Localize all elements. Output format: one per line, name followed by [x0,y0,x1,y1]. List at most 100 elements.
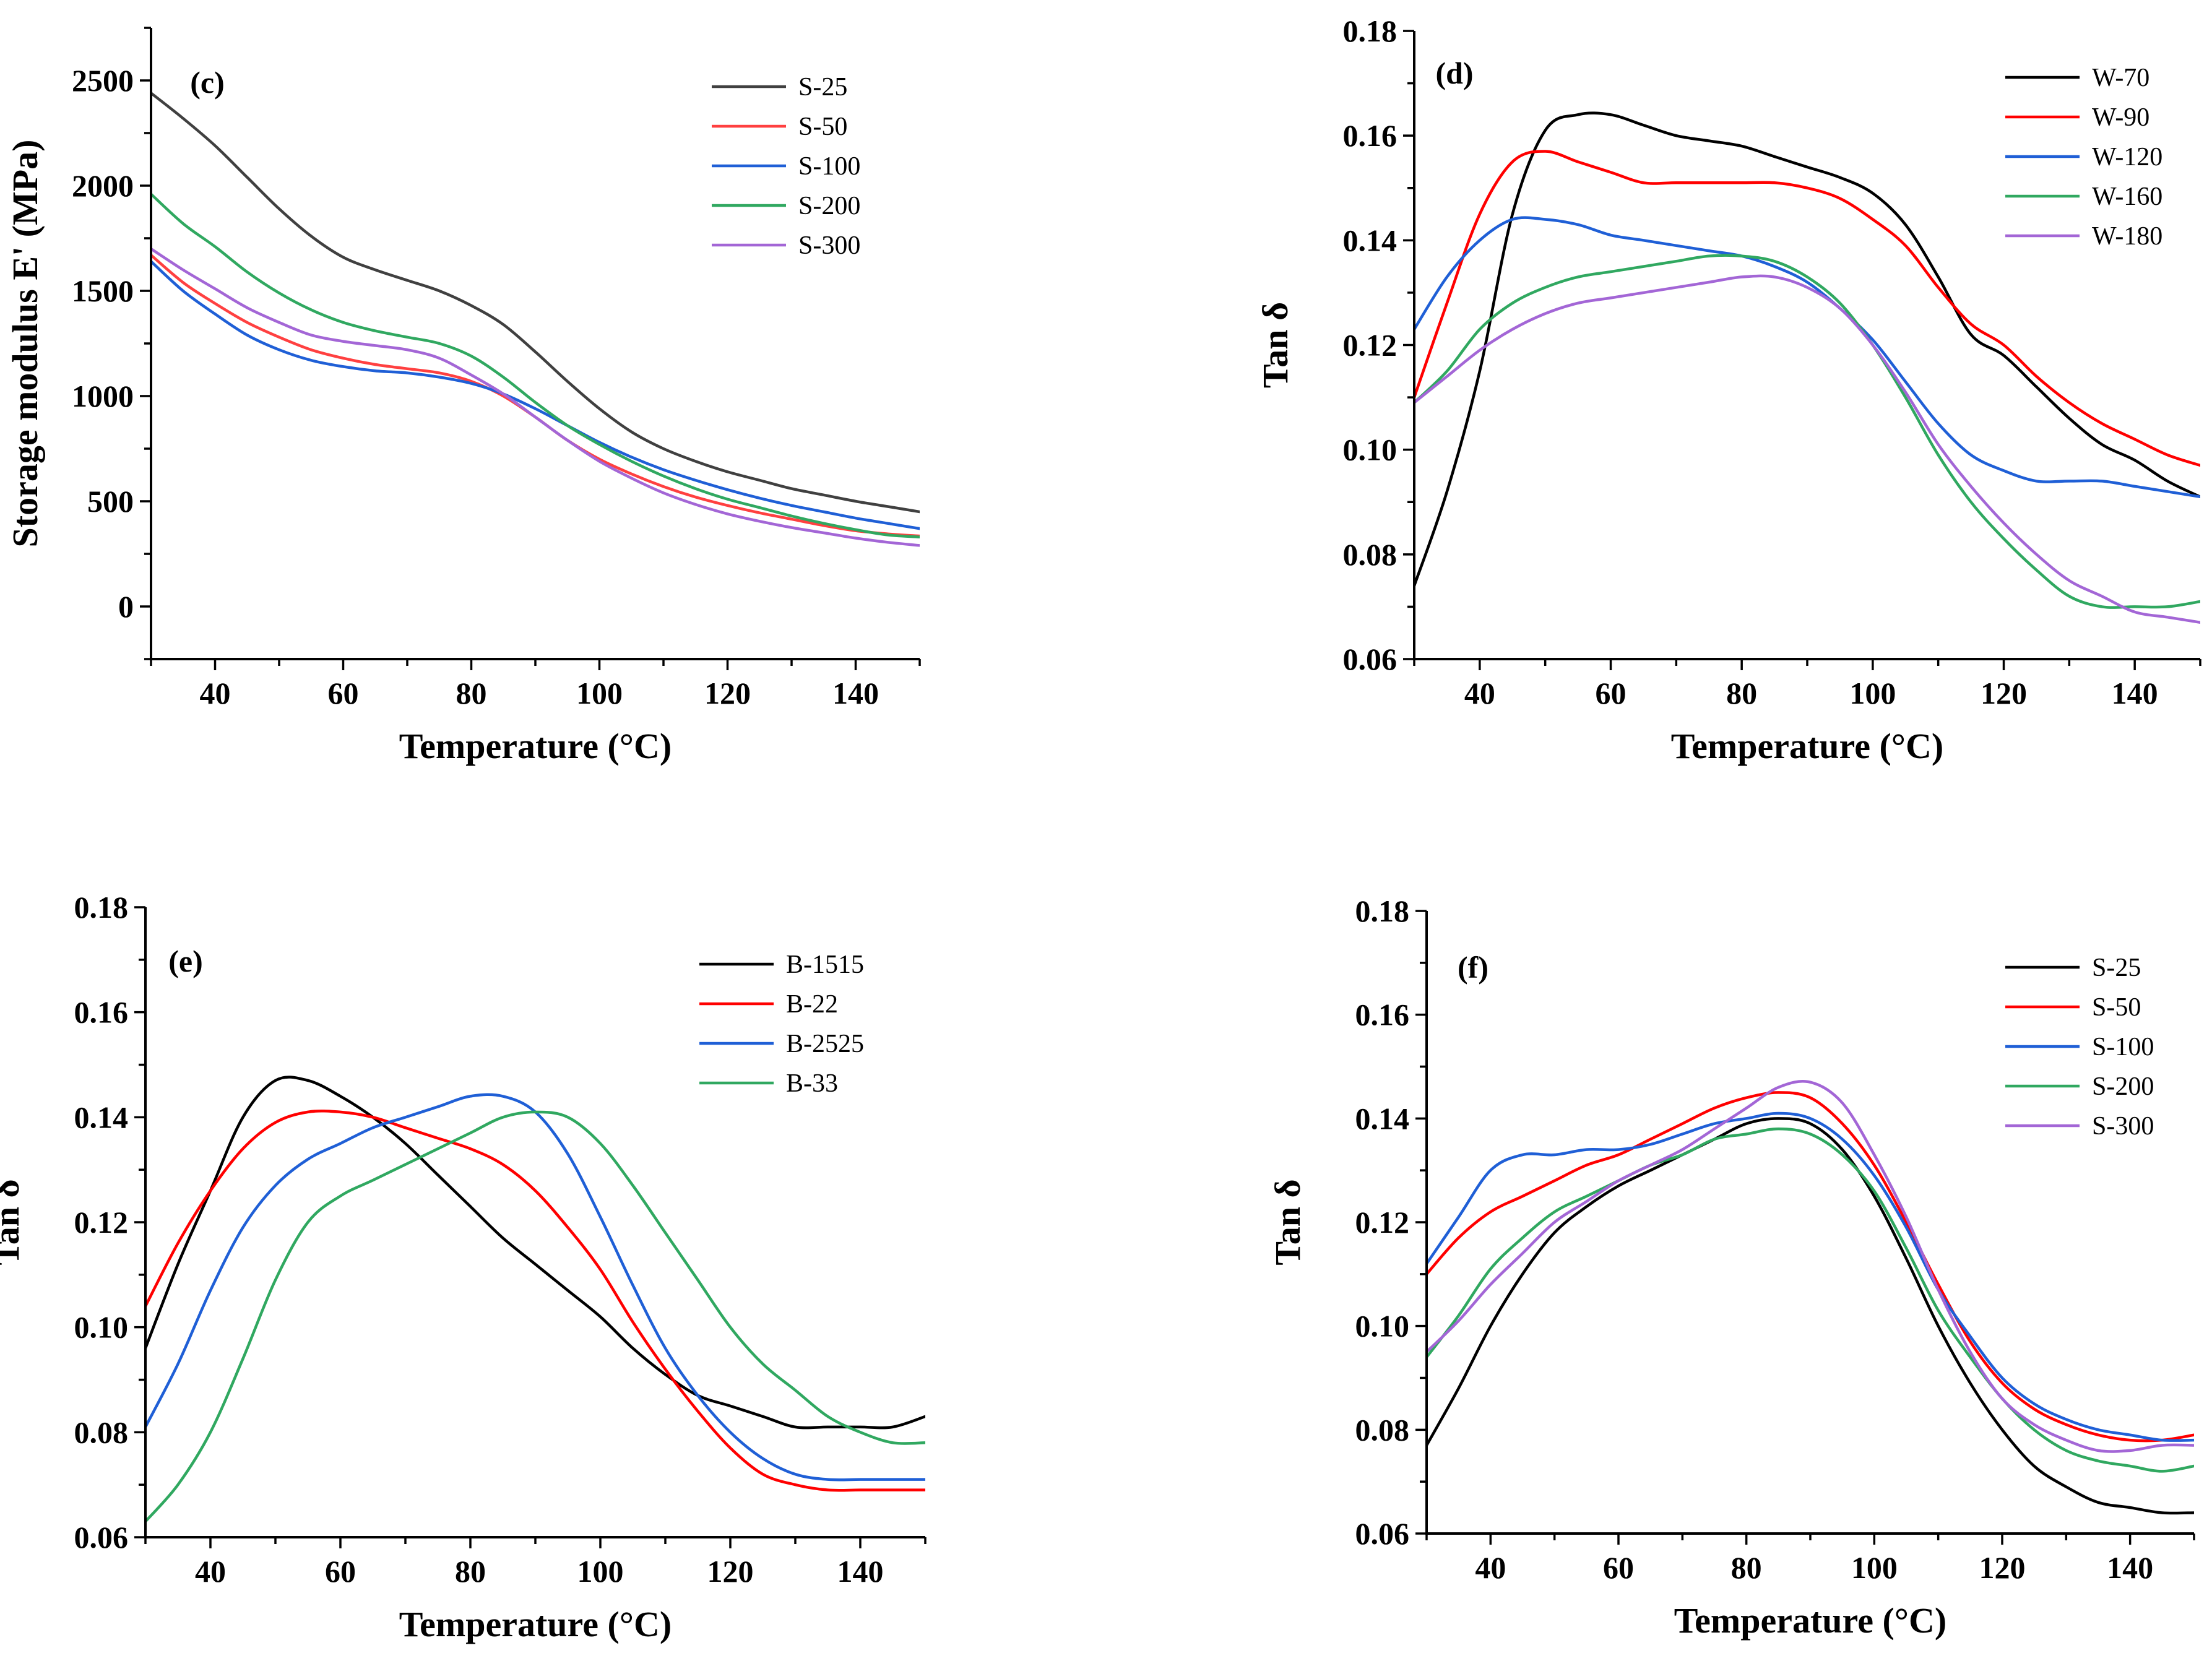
series-line-w-90 [1414,150,2200,467]
x-tick-label: 40 [1475,1550,1506,1585]
x-tick-label: 120 [1981,676,2027,710]
y-tick-label: 1000 [72,379,134,413]
x-tick-label: 100 [577,1554,624,1589]
legend-label: W-90 [2092,103,2149,132]
x-tick-label: 140 [832,676,879,710]
legend-label: S-50 [2092,993,2141,1022]
legend-label: S-100 [798,152,860,181]
legend-label: S-300 [798,231,860,260]
y-tick-label: 2000 [72,168,134,203]
series-line-w-180 [1414,274,2200,624]
legend-label: W-160 [2092,183,2162,211]
x-axis-title: Temperature (°C) [399,1604,672,1644]
x-axis-title: Temperature (°C) [399,726,672,766]
y-tick-label: 0.16 [74,995,129,1030]
series-line-b-1515 [145,1076,925,1430]
series-line-s-100 [1427,1111,2194,1442]
y-tick-label: 0.08 [1355,1412,1410,1447]
series-group [1414,111,2200,624]
x-tick-label: 60 [328,676,359,710]
x-tick-label: 100 [576,676,623,710]
legend-label: B-33 [786,1069,838,1098]
x-tick-label: 100 [1849,676,1896,710]
chart-panel-e: 40 60 80 100 120 140 0.06 0.08 0.10 0.12 0.14 0.16 0… [0,890,927,1644]
legend-label: S-25 [2092,954,2141,982]
y-tick-label: 0.14 [1343,223,1398,257]
legend-label: S-25 [798,73,847,101]
series-line-w-160 [1414,254,2200,609]
chart-panel-c: 40 60 80 100 120 140 0 500 1000 1500 2000 2500 Tempe… [5,27,921,766]
series-line-s-200 [1427,1127,2194,1473]
x-tick-label: 80 [1726,676,1757,710]
series-line-w-120 [1414,216,2200,499]
y-tick-label: 0.06 [1343,642,1398,676]
y-tick-label: 0.06 [74,1520,129,1555]
series-line-w-70 [1414,111,2200,587]
legend: W-70 W-90 W-120 W-160 W-180 [2005,64,2162,251]
legend-label: S-300 [2092,1112,2154,1141]
legend-label: W-180 [2092,222,2162,251]
series-line-s-25 [151,92,920,514]
legend-label: S-50 [798,113,847,141]
panel-label: (f) [1458,950,1488,985]
panel-label: (c) [190,65,225,100]
panel-label: (e) [168,944,203,978]
legend: B-1515 B-22 B-2525 B-33 [699,951,864,1098]
series-line-b-33 [145,1110,925,1523]
legend-label: S-200 [798,192,860,220]
series-group [145,1076,925,1523]
legend-label: S-200 [2092,1072,2154,1101]
x-axis-title: Temperature (°C) [1671,726,1943,766]
series-line-s-100 [151,260,920,530]
x-tick-label: 40 [200,676,231,710]
x-tick-label: 120 [1979,1550,2026,1585]
chart-panel-f: 40 60 80 100 120 140 0.06 0.08 0.10 0.12 0.14 0.16 0… [1268,894,2195,1641]
x-tick-label: 80 [456,676,487,710]
x-tick-label: 100 [1851,1550,1898,1585]
x-tick-label: 60 [1603,1550,1634,1585]
y-tick-label: 2500 [72,63,134,98]
series-line-s-25 [1427,1117,2194,1515]
y-axis-title: Storage modulus E' (MPa) [5,140,45,548]
series-line-s-300 [1427,1079,2194,1453]
x-tick-label: 60 [1596,676,1627,710]
series-line-s-50 [151,253,920,538]
x-tick-label: 80 [1731,1550,1762,1585]
y-tick-label: 0.18 [1355,894,1410,928]
y-tick-label: 0.18 [1343,14,1398,48]
series-group [1427,1079,2194,1515]
y-tick-label: 0.12 [1355,1205,1410,1240]
y-axis-title: Tan δ [0,1179,27,1265]
y-axis-title: Tan δ [1255,302,1295,388]
y-tick-label: 0.08 [1343,537,1398,572]
y-tick-label: 500 [87,484,134,519]
panel-label: (d) [1435,56,1473,90]
y-tick-label: 0.10 [1355,1309,1410,1344]
legend: S-25 S-50 S-100 S-200 S-300 [2005,954,2154,1141]
x-axis-title: Temperature (°C) [1674,1600,1946,1641]
x-tick-label: 120 [707,1554,754,1589]
x-tick-label: 140 [837,1554,884,1589]
x-tick-label: 120 [704,676,751,710]
y-tick-label: 0.14 [74,1100,129,1134]
y-tick-label: 0.16 [1343,118,1398,153]
x-tick-label: 80 [455,1554,486,1589]
x-tick-label: 60 [325,1554,356,1589]
y-tick-label: 1500 [72,274,134,308]
y-tick-label: 0.14 [1355,1101,1410,1136]
x-tick-label: 140 [2107,1550,2153,1585]
series-line-b-22 [145,1109,925,1492]
x-tick-label: 140 [2112,676,2158,710]
y-tick-label: 0.18 [74,890,129,925]
legend-label: W-120 [2092,143,2162,171]
x-tick-label: 40 [1464,676,1495,710]
chart-panel-d: 40 60 80 100 120 140 0.06 0.08 0.10 0.12 0.14 0.16 0… [1255,14,2201,766]
y-tick-label: 0.12 [1343,328,1398,363]
y-tick-label: 0.12 [74,1205,129,1240]
y-tick-label: 0 [118,589,134,624]
legend: S-25 S-50 S-100 S-200 S-300 [712,73,860,260]
y-tick-label: 0.08 [74,1415,129,1449]
legend-label: B-1515 [786,951,864,979]
y-tick-label: 0.10 [74,1310,129,1345]
